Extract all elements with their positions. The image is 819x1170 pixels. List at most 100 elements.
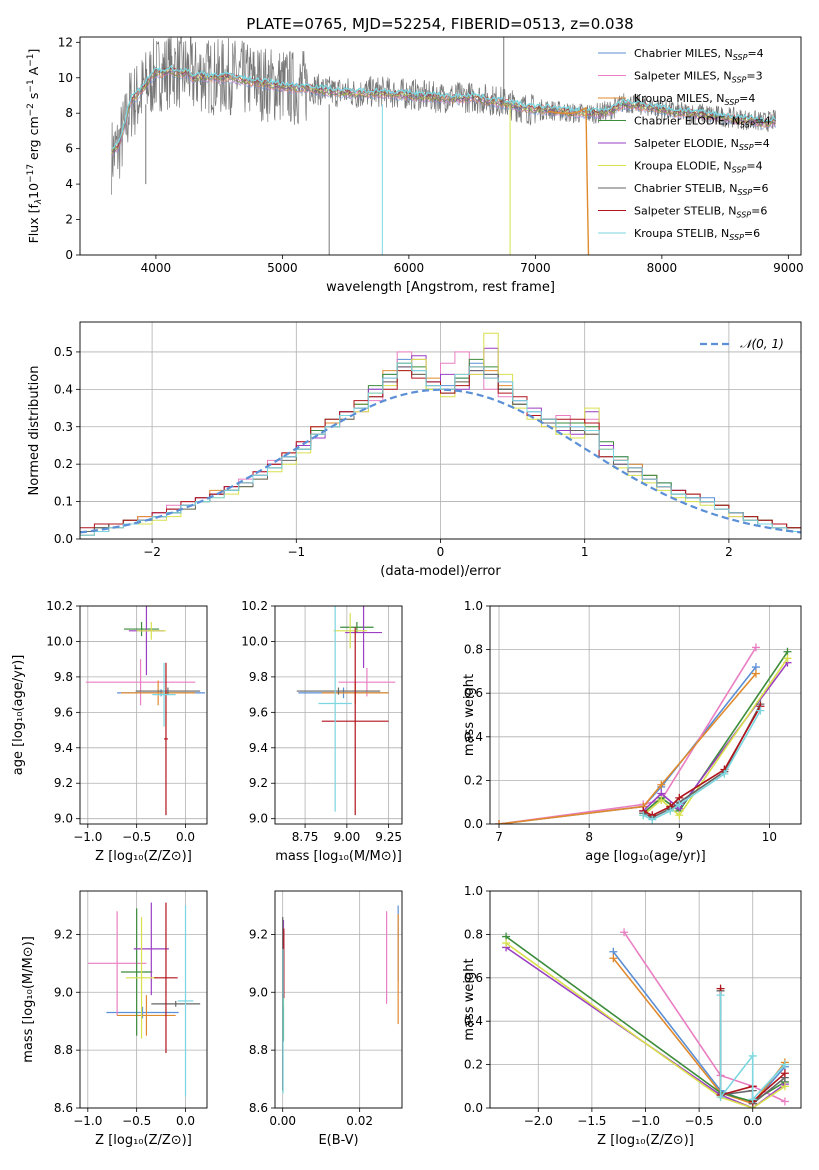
legend-nssp-value: =4 [747, 47, 763, 60]
z-mass-xtick-label: 0.0 [176, 1114, 195, 1128]
z-weight-ytick-label: 0.2 [464, 1058, 483, 1072]
age-weight-ylabel: mass weight [462, 674, 477, 756]
weight-marker [780, 1069, 789, 1078]
z-age-ylabel: age [log₁₀(age/yr)] [11, 655, 26, 776]
z-weight-xtick-label: −2.0 [524, 1114, 553, 1128]
z-age-xtick-label: −0.5 [122, 830, 151, 844]
residuals-legend: 𝒩(0, 1) [700, 337, 784, 351]
weight-marker [720, 769, 729, 778]
spectrum-ylabel-part: Flux [f [26, 204, 41, 244]
age-weight-ytick-label: 0.6 [464, 686, 483, 700]
spectrum-ylabel-part: −2 [26, 103, 36, 116]
spectrum-model-line [111, 65, 777, 150]
residuals-ylabel: Normed distribution [27, 366, 42, 496]
residuals-ytick-label: 0.5 [54, 345, 73, 359]
ebv-mass-grid [275, 891, 402, 1109]
z-age-xtick-label: −1.0 [73, 830, 102, 844]
z-weight-ytick-label: 0.4 [464, 1014, 483, 1028]
weight-line [505, 942, 786, 1108]
spectrum-model-line [111, 71, 776, 154]
spectrum-ylabel-part: −1 [26, 54, 36, 67]
z-mass-ytick-label: 8.6 [54, 1101, 73, 1115]
z-weight-ytick-label: 0.0 [464, 1101, 483, 1115]
legend-series-name: Kroupa STELIB, N [634, 227, 729, 240]
weight-marker [783, 654, 792, 663]
weight-line [498, 673, 757, 824]
z-mass-grid [80, 891, 207, 1109]
residuals-ytick-label: 0.3 [54, 420, 73, 434]
weight-marker [780, 1060, 789, 1069]
z-age-ytick-label: 10.0 [46, 634, 73, 648]
spectrum-xtick-label: 9000 [773, 261, 804, 275]
legend-nssp-value: =3 [746, 70, 762, 83]
weight-line [505, 946, 786, 1108]
age-weight-xtick-label: 8 [585, 830, 593, 844]
legend-label: Kroupa ELODIE, NSSP=4 [634, 160, 763, 175]
spectrum-ytick-label: 2 [65, 213, 73, 227]
legend-ssp-subscript: SSP [733, 53, 748, 62]
mass-age-ytick-label: 9.6 [249, 705, 268, 719]
age-weight-frame [489, 605, 802, 825]
spectrum-ytick-label: 8 [65, 106, 73, 120]
residuals-ytick-label: 0.4 [54, 382, 73, 396]
z-age-ytick-label: 9.0 [54, 812, 73, 826]
z-weight-xtick-label: −0.5 [685, 1114, 714, 1128]
residuals-frame [79, 321, 802, 540]
mass-age-ytick-label: 9.8 [249, 670, 268, 684]
z-age-xtick-label: 0.0 [176, 830, 195, 844]
z-weight-ytick-label: 0.8 [464, 927, 483, 941]
spectrum-xtick-label: 8000 [647, 261, 678, 275]
residuals-ytick-label: 0.0 [54, 532, 73, 546]
z-mass-ytick-label: 9.0 [54, 985, 73, 999]
mass-age-xtick-label: 9.25 [375, 830, 402, 844]
age-weight-xlabel: age [log₁₀(age/yr)] [585, 849, 706, 864]
mass-age-ytick-label: 9.4 [249, 741, 268, 755]
spectrum-ylabel-part: erg cm [26, 116, 41, 164]
ebv-mass-xlabel: E(B-V) [318, 1133, 358, 1148]
figure-title: PLATE=0765, MJD=52254, FIBERID=0513, z=0… [246, 15, 633, 33]
spectrum-xtick-label: 4000 [141, 261, 172, 275]
z-mass-frame [79, 890, 208, 1109]
age-weight-panel: 7 8 9 10 0.0 0.2 0.4 0.6 0.8 1.0 age [log₁₀(age/yr… [462, 599, 802, 864]
spectrum-ytick-label: 0 [65, 248, 73, 262]
spectrum-ylabel-part: ] [26, 49, 41, 54]
residuals-xtick-label: −1 [287, 545, 305, 559]
residuals-ytick-label: 0.1 [54, 495, 73, 509]
z-weight-ytick-label: 1.0 [464, 884, 483, 898]
z-weight-ylabel: mass weight [462, 958, 477, 1040]
weight-marker [639, 811, 648, 820]
age-weight-xtick-label: 7 [495, 830, 503, 844]
spectrum-ylabel: Flux [fλ10−17 erg cm−2 s−1 A−1] [26, 49, 44, 244]
spectrum-xtick-label: 7000 [520, 261, 551, 275]
spectrum-ylabel-part: 10 [26, 183, 41, 199]
legend-nssp-value: =6 [744, 227, 760, 240]
mass-age-xlabel: mass [log₁₀(M/M⊙)] [275, 849, 402, 864]
legend-nssp-value: =6 [752, 182, 768, 195]
spectrum-xtick-label: 6000 [394, 261, 425, 275]
weight-line [623, 931, 786, 1103]
spectrum-ytick-label: 10 [58, 71, 73, 85]
z-weight-frame [489, 890, 802, 1109]
spectrum-xtick-label: 5000 [267, 261, 298, 275]
z-weight-panel: −2.0 −1.5 −1.0 −0.5 0.0 0.0 0.2 0.4 0.6 0.8 1.0 Z [… [462, 884, 802, 1148]
legend-series-name: Kroupa MILES, N [634, 92, 724, 105]
z-age-panel: −1.0 −0.5 0.0 9.0 9.2 9.4 9.6 9.8 10.0 10.2 Z [log… [11, 599, 208, 864]
age-weight-ytick-label: 0.8 [464, 643, 483, 657]
z-mass-xlabel: Z [log₁₀(Z/Z⊙)] [95, 1133, 192, 1148]
weight-marker [609, 954, 618, 963]
mass-age-frame [274, 605, 403, 825]
z-weight-xtick-label: −1.0 [631, 1114, 660, 1128]
legend-ssp-subscript: SSP [738, 188, 753, 197]
legend-ssp-subscript: SSP [729, 233, 744, 242]
legend-label: Chabrier STELIB, NSSP=6 [634, 182, 768, 197]
legend-nssp-value: =4 [754, 137, 770, 150]
weight-marker [748, 1051, 757, 1060]
z-mass-ylabel: mass [log₁₀(M/M⊙)] [21, 936, 36, 1063]
weight-marker [756, 706, 765, 715]
legend-ssp-subscript: SSP [740, 121, 755, 130]
z-mass-ytick-label: 8.8 [54, 1043, 73, 1057]
z-age-ytick-label: 9.4 [54, 741, 73, 755]
spectrum-ylabel-part: A [26, 66, 41, 79]
residuals-xlabel: (data-model)/error [380, 564, 501, 579]
